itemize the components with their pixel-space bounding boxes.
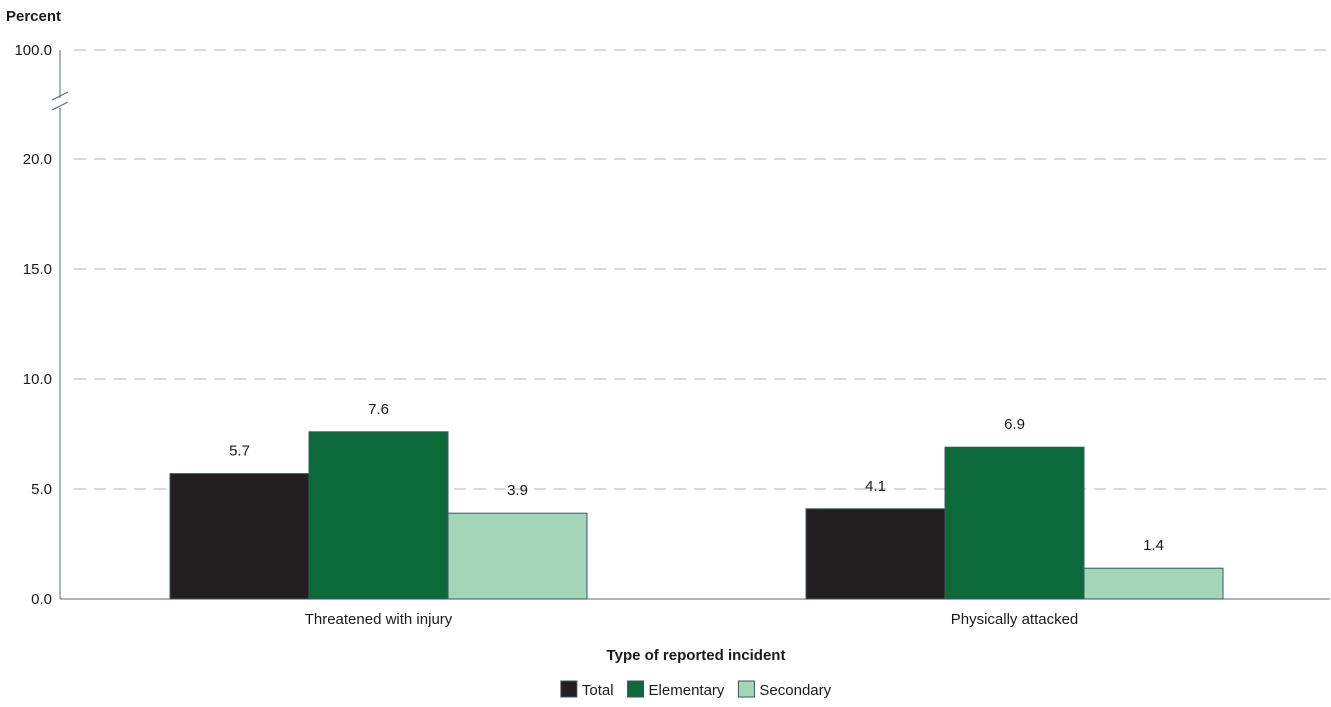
legend-swatch-elementary	[627, 680, 645, 698]
bar-total-0	[169, 473, 310, 600]
data-label: 7.6	[368, 401, 389, 418]
y-tick-label: 0.0	[31, 591, 52, 608]
data-label: 3.9	[507, 482, 528, 499]
y-tick-label: 10.0	[23, 371, 52, 388]
y-tick-label: 15.0	[23, 261, 52, 278]
legend-swatch-secondary	[737, 680, 755, 698]
data-label: 4.1	[865, 478, 886, 495]
legend-label-elementary: Elementary	[649, 682, 725, 699]
axis-break-mark	[51, 101, 69, 111]
bar-elementary-0	[308, 431, 449, 600]
y-tick-label: 20.0	[23, 151, 52, 168]
gridlines	[74, 49, 1330, 490]
y-axis-title: Percent	[6, 8, 61, 25]
labels: 5.7 7.6 3.9 Threatened with injury 4.1 6.9 1.4…	[229, 401, 1164, 628]
x-category-label: Physically attacked	[951, 611, 1079, 628]
data-label: 6.9	[1004, 416, 1025, 433]
bars	[169, 431, 1224, 600]
y-tick-label: 100.0	[14, 42, 52, 59]
data-label: 5.7	[229, 443, 250, 460]
axes: 0.0 5.0 10.0 15.0 20.0 100.0	[14, 42, 1330, 608]
bar-secondary-1	[1083, 567, 1224, 600]
axis-break-mark	[51, 91, 69, 101]
bar-elementary-1	[944, 446, 1085, 600]
legend-label-secondary: Secondary	[759, 682, 831, 699]
x-category-label: Threatened with injury	[305, 611, 453, 628]
legend-swatch-total	[560, 680, 578, 698]
bar-secondary-0	[447, 512, 588, 600]
bar-total-1	[805, 508, 946, 600]
data-label: 1.4	[1143, 537, 1164, 554]
legend: Total Elementary Secondary	[560, 680, 832, 699]
y-tick-label: 5.0	[31, 481, 52, 498]
x-axis-title: Type of reported incident	[607, 647, 786, 664]
legend-label-total: Total	[582, 682, 614, 699]
